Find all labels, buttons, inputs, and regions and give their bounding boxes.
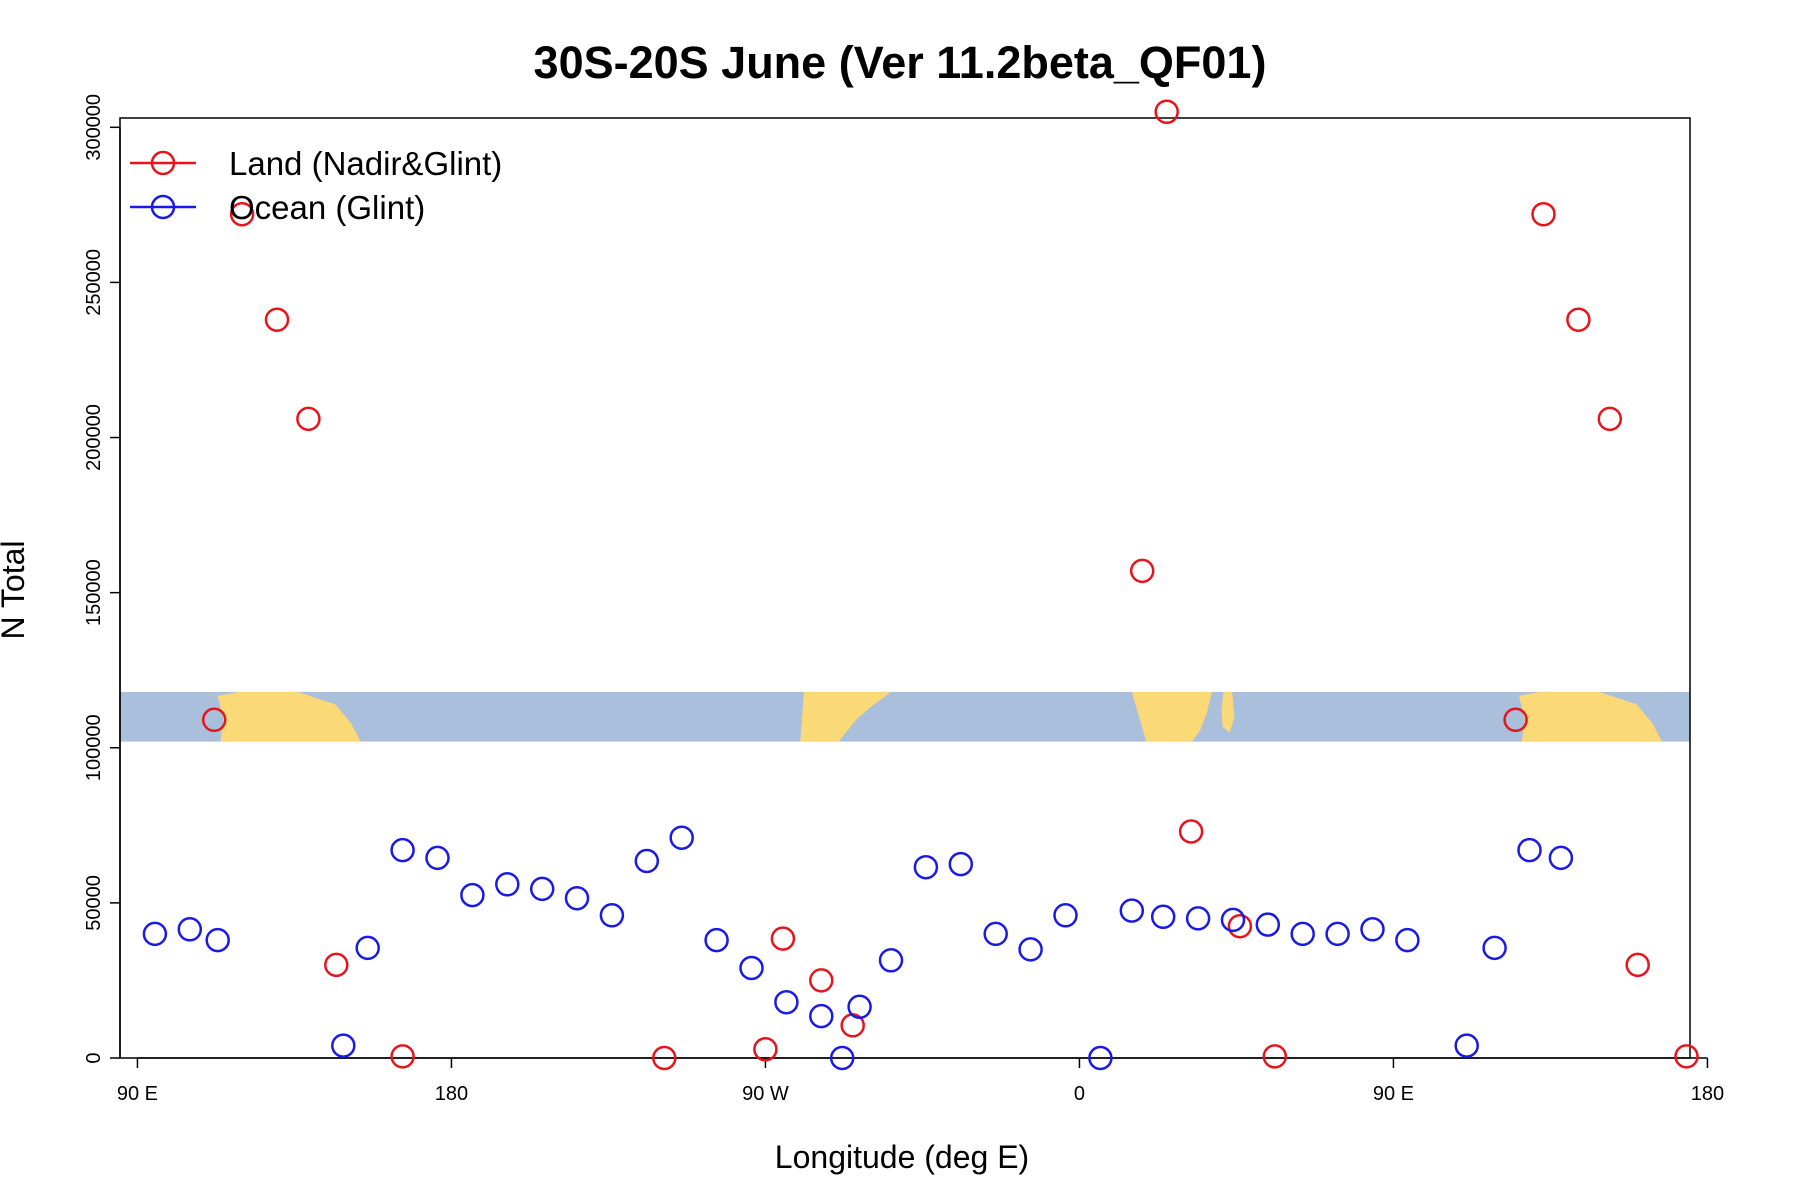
legend: Land (Nadir&Glint) Ocean (Glint): [130, 145, 502, 226]
ocean-point: [1053, 903, 1078, 928]
chart-title: 30S-20S June (Ver 11.2beta_QF01): [534, 37, 1267, 88]
ocean-point: [1119, 898, 1145, 923]
ocean-point: [634, 848, 660, 874]
land-point: [229, 201, 255, 227]
y-tick-label: 200000: [83, 404, 105, 471]
land-point: [770, 926, 796, 951]
land-point: [1674, 1044, 1699, 1069]
map-ocean: [120, 691, 1690, 742]
y-axis: 0 50000 100000 150000 200000 250000 300000: [83, 94, 121, 1064]
x-tick-label: 0: [1074, 1083, 1085, 1105]
ocean-point: [205, 927, 230, 953]
legend-label: Ocean (Glint): [229, 189, 425, 226]
land-point: [324, 952, 349, 978]
legend-marker: [150, 150, 176, 176]
ocean-point: [739, 955, 764, 981]
ocean-point: [1482, 935, 1507, 961]
y-tick-label: 150000: [83, 559, 105, 626]
land-point: [1531, 201, 1556, 227]
legend-label: Land (Nadir&Glint): [229, 145, 502, 182]
ocean-point: [142, 921, 168, 947]
x-tick-label: 180: [435, 1083, 468, 1105]
ocean-point: [1088, 1045, 1113, 1071]
ocean-point: [1150, 904, 1176, 930]
ocean-point: [809, 1003, 834, 1029]
ocean-point: [1517, 837, 1542, 863]
land-point: [264, 307, 290, 332]
ocean-point: [1548, 845, 1574, 871]
ocean-point: [495, 872, 520, 897]
ocean-point: [599, 903, 625, 928]
land-point: [1597, 406, 1623, 432]
ocean-point: [669, 825, 694, 850]
x-axis: 90 E 180 90 W 0 90 E 180: [117, 1057, 1724, 1105]
ocean-point: [1220, 907, 1246, 933]
map-landmass: [1221, 691, 1235, 733]
y-tick-label: 50000: [83, 875, 105, 931]
ocean-point: [355, 935, 380, 961]
land-point: [1566, 307, 1591, 332]
ocean-point: [1325, 921, 1350, 947]
ocean-point: [1185, 906, 1211, 931]
plot-frame: [119, 117, 1691, 1059]
ocean-point: [1255, 912, 1281, 937]
land-point: [201, 707, 227, 733]
ocean-point: [425, 845, 450, 871]
ocean-point: [1360, 917, 1385, 942]
ocean-point: [1395, 927, 1420, 953]
legend-marker: [150, 194, 176, 220]
map-landmass: [1519, 691, 1663, 742]
ocean-point: [1290, 921, 1315, 947]
ocean-point: [1454, 1033, 1479, 1058]
land-point: [1154, 99, 1179, 125]
x-tick-label: 90 W: [742, 1083, 789, 1105]
ocean-point: [564, 885, 590, 911]
ocean-point: [774, 989, 799, 1015]
data-points: [142, 99, 1699, 1071]
ocean-point: [704, 927, 729, 953]
ocean-point: [948, 851, 974, 877]
land-point: [1227, 913, 1253, 939]
y-tick-label: 300000: [83, 94, 105, 161]
ocean-point: [847, 994, 872, 1020]
land-point: [1129, 558, 1155, 584]
land-point: [1178, 819, 1204, 844]
y-tick-label: 250000: [83, 249, 105, 316]
x-tick-label: 90 E: [1373, 1083, 1414, 1105]
land-point: [809, 968, 834, 993]
ocean-point: [1018, 937, 1043, 962]
land-point: [390, 1044, 415, 1069]
map-landmass: [800, 691, 891, 742]
y-tick-label: 100000: [83, 714, 105, 781]
x-axis-label: Longitude (deg E): [775, 1139, 1029, 1175]
ocean-point: [529, 876, 555, 902]
land-point: [652, 1045, 677, 1071]
ocean-point: [331, 1033, 356, 1058]
land-point: [1625, 952, 1650, 978]
ocean-point: [460, 882, 485, 908]
land-point: [1503, 707, 1528, 733]
x-tick-label: 180: [1691, 1083, 1724, 1105]
ocean-point: [829, 1045, 855, 1071]
land-point: [1262, 1044, 1288, 1069]
map-landmass: [217, 691, 361, 742]
x-tick-label: 90 E: [117, 1083, 158, 1105]
ocean-point: [177, 917, 203, 942]
ocean-point: [390, 837, 415, 863]
ocean-point: [983, 921, 1008, 947]
ocean-point: [878, 948, 904, 973]
y-axis-label: N Total: [0, 540, 31, 639]
ocean-point: [913, 854, 939, 880]
y-tick-label: 0: [83, 1052, 105, 1063]
map-landmass: [1131, 691, 1212, 742]
land-point: [753, 1037, 778, 1062]
land-point: [296, 406, 321, 432]
world-map-strip: [120, 691, 1690, 742]
